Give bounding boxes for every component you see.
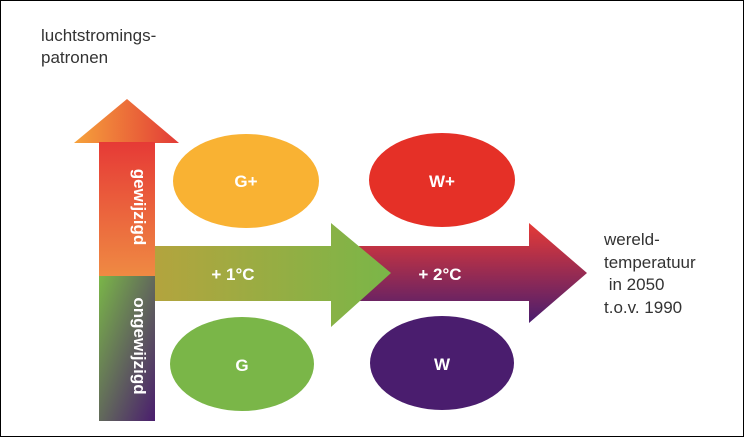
scenario-g — [170, 317, 314, 411]
y-axis-title-line2: patronen — [41, 48, 109, 67]
scenario-w-plus-label: W+ — [429, 172, 455, 191]
scenario-w-label: W — [434, 355, 451, 374]
x-axis-title: wereld- temperatuur in 2050 t.o.v. 1990 — [604, 230, 696, 317]
y-lower-label: ongewijzigd — [130, 297, 149, 394]
y-upper-label: gewijzigd — [130, 169, 149, 246]
x-step1-label: + 1°C — [211, 265, 254, 284]
y-arrow-upper-bar — [99, 142, 155, 276]
scenario-w-plus — [369, 133, 515, 227]
scenario-g-plus-label: G+ — [234, 172, 257, 191]
scenario-g-plus — [173, 134, 319, 228]
scenario-w — [370, 316, 514, 410]
y-axis-title-line1: luchtstromings- — [41, 26, 157, 45]
x-arrow-step1 — [155, 223, 391, 327]
y-arrow-lower-bar — [99, 276, 155, 421]
x-arrow-step2 — [359, 223, 587, 323]
x-step2-label: + 2°C — [418, 265, 461, 284]
scenario-g-label: G — [235, 356, 248, 375]
y-arrow-head — [74, 99, 179, 143]
y-axis-title: luchtstromings- patronen — [41, 25, 156, 69]
